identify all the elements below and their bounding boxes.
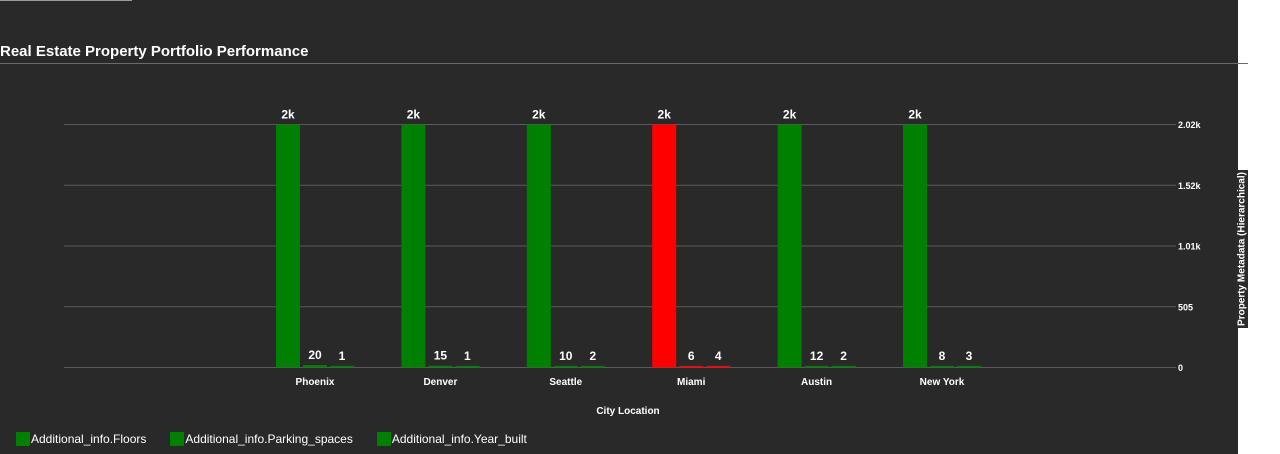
data-label: 1 — [339, 349, 346, 363]
x-tick-label-phoenix: Phoenix — [296, 377, 335, 388]
bar-denver-floors — [401, 124, 426, 368]
x-tick-label-seattle: Seattle — [549, 377, 582, 388]
bar-phoenix-parking-spaces — [303, 365, 327, 368]
legend-swatch-parking-spaces — [170, 432, 185, 446]
y-tick-label: 505 — [1178, 302, 1193, 312]
data-label: 2 — [589, 349, 596, 363]
x-axis-title: City Location — [596, 406, 659, 417]
bar-phoenix-year-built — [330, 365, 354, 368]
x-tick-label-denver: Denver — [423, 377, 457, 388]
data-label: 8 — [939, 349, 946, 363]
legend-label-floors: Additional_info.Floors — [31, 432, 147, 446]
chart-background — [0, 0, 1238, 454]
data-label: 2k — [783, 108, 797, 122]
bar-miami-parking-spaces — [679, 365, 704, 368]
legend-label-year-built: Additional_info.Year_built — [391, 432, 527, 446]
legend-item-parking-spaces[interactable]: Additional_info.Parking_spaces — [170, 432, 353, 446]
data-label: 1 — [464, 349, 471, 363]
data-label: 2k — [281, 108, 295, 122]
legend-swatch-year-built — [376, 432, 391, 446]
data-label: 15 — [434, 349, 448, 363]
bar-phoenix-floors — [276, 124, 300, 368]
bar-austin-parking-spaces — [804, 365, 829, 368]
bar-new-york-parking-spaces — [930, 365, 954, 368]
title-divider — [0, 63, 1238, 64]
y-tick-label: 2.02k — [1178, 120, 1202, 130]
bar-denver-parking-spaces — [428, 365, 453, 368]
bar-seattle-parking-spaces — [553, 365, 578, 368]
chart-title: Real Estate Property Portfolio Performan… — [0, 43, 309, 60]
bar-seattle-year-built — [580, 365, 605, 368]
data-label: 2 — [840, 349, 847, 363]
legend-label-parking-spaces: Additional_info.Parking_spaces — [185, 432, 353, 446]
legend-item-floors[interactable]: Additional_info.Floors — [16, 432, 146, 446]
y-tick-label: 1.52k — [1178, 181, 1202, 191]
legend-item-year-built[interactable]: Additional_info.Year_built — [376, 432, 527, 446]
legend: Additional_info.Floors Additional_info.P… — [16, 431, 527, 447]
x-tick-label-miami: Miami — [677, 377, 706, 388]
x-tick-label-austin: Austin — [801, 377, 832, 388]
bar-seattle-floors — [526, 124, 551, 368]
data-label: 2k — [658, 108, 672, 122]
data-label: 2k — [908, 108, 922, 122]
bar-austin-floors — [777, 124, 802, 368]
data-label: 20 — [308, 348, 322, 362]
bar-miami-floors — [652, 124, 677, 368]
legend-swatch-floors — [16, 432, 30, 446]
data-label: 2k — [532, 108, 546, 122]
x-tick-label-new-york: New York — [920, 377, 965, 388]
y-tick-label: 1.01k — [1178, 242, 1202, 252]
bar-new-york-floors — [903, 124, 927, 368]
y-axis-title-background — [1236, 170, 1248, 328]
bar-austin-year-built — [831, 365, 856, 368]
y-axis-title: Property Metadata (Hierarchical) — [1236, 172, 1248, 326]
data-label: 12 — [810, 349, 824, 363]
data-label: 10 — [559, 349, 573, 363]
y-tick-label: 0 — [1178, 363, 1183, 373]
data-label: 2k — [407, 108, 421, 122]
bar-new-york-year-built — [957, 365, 981, 368]
bar-miami-year-built — [706, 365, 731, 368]
data-label: 4 — [715, 349, 722, 363]
title-divider-tail — [1238, 63, 1248, 64]
data-label: 3 — [966, 349, 973, 363]
bar-denver-year-built — [455, 365, 480, 368]
data-label: 6 — [688, 349, 695, 363]
top-tab-indicator — [0, 0, 132, 1]
